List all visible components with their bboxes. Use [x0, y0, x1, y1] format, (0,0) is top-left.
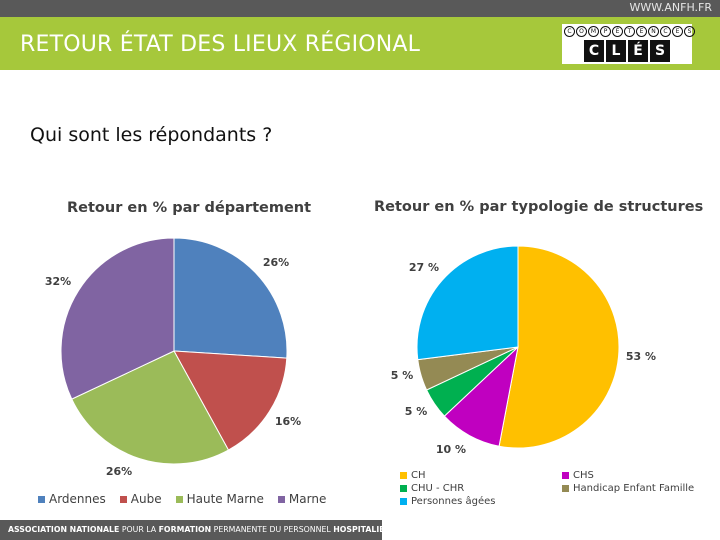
legend-label: Aube: [130, 492, 162, 506]
data-label: 32%: [45, 275, 71, 288]
chart2-legend: CH CHS CHU - CHR Handicap Enfant Famille Per…: [400, 470, 720, 507]
legend-swatch: [175, 495, 183, 503]
chart2-title: Retour en % par typologie de structures: [374, 199, 704, 215]
legend-label: Personnes âgées: [411, 496, 496, 507]
legend-item: Ardennes: [38, 492, 106, 506]
logo-letter: P: [600, 26, 611, 37]
footer-part-3: FORMATION: [158, 525, 212, 534]
legend-item: Handicap Enfant Famille: [562, 483, 720, 494]
legend-swatch: [119, 495, 127, 503]
pie-charts: 26% 16% 26% 32% 53 % 10 % 5 % 5 % 27 %: [45, 237, 656, 478]
logo-letter: S: [650, 40, 670, 62]
data-label: 26%: [263, 256, 289, 269]
legend-swatch: [400, 485, 407, 492]
pie-slice: [498, 245, 620, 449]
legend-label: Handicap Enfant Famille: [573, 483, 695, 494]
legend-swatch: [277, 495, 285, 503]
pie-slice: [416, 245, 519, 361]
footer-part-2: POUR LA: [119, 525, 159, 534]
data-label: 16%: [275, 415, 301, 428]
site-url: WWW.ANFH.FR: [629, 1, 713, 14]
legend-label: CHS: [573, 470, 594, 481]
logo-letter: M: [588, 26, 599, 37]
legend-item: CH: [400, 470, 562, 481]
data-label: 26%: [106, 465, 132, 478]
data-label: 10 %: [436, 443, 466, 456]
slide-title: RETOUR ÉTAT DES LIEUX RÉGIONAL: [20, 32, 421, 57]
legend-item: Aube: [119, 492, 162, 506]
pie-slice: [173, 237, 288, 359]
legend-label: Haute Marne: [186, 492, 264, 506]
legend-label: CHU - CHR: [411, 483, 465, 494]
top-bar: WWW.ANFH.FR: [0, 0, 720, 17]
footer-part-5: HOSPITALIER: [333, 525, 391, 534]
data-label: 5 %: [405, 405, 428, 418]
chart1-title: Retour en % par département: [67, 200, 312, 216]
legend-swatch: [400, 498, 407, 505]
legend-swatch: [38, 495, 45, 503]
legend-swatch: [562, 485, 569, 492]
data-label: 5 %: [391, 369, 414, 382]
pie-slice: [71, 350, 230, 465]
legend-item: Marne: [277, 492, 327, 506]
logo-letter: C: [584, 40, 604, 62]
data-label: 53 %: [626, 350, 656, 363]
pie-slice: [173, 350, 288, 451]
legend-label: CH: [411, 470, 426, 481]
logo-letter: T: [624, 26, 635, 37]
footer-bar: ASSOCIATION NATIONALE POUR LA FORMATION …: [0, 520, 391, 540]
logo-letter: C: [660, 26, 671, 37]
logo-letter: É: [612, 26, 623, 37]
footer-part-1: ASSOCIATION NATIONALE: [8, 525, 120, 534]
legend-item: Haute Marne: [175, 492, 264, 506]
legend-swatch: [562, 472, 569, 479]
logo-letter: S: [684, 26, 695, 37]
data-label: 27 %: [409, 261, 439, 274]
pie-slice: [60, 237, 175, 400]
legend-item: Personnes âgées: [400, 496, 562, 507]
slide-subtitle: Qui sont les répondants ?: [30, 124, 273, 146]
legend-item: CHS: [562, 470, 720, 481]
logo-letter: L: [606, 40, 626, 62]
logo-letter: É: [628, 40, 648, 62]
logo-letter: N: [648, 26, 659, 37]
logo-letter: E: [636, 26, 647, 37]
legend-swatch: [400, 472, 407, 479]
chart1-legend: Ardennes Aube Haute Marne Marne: [38, 492, 326, 506]
legend-label: Marne: [288, 492, 327, 506]
footer-part-4: PERMANENTE DU PERSONNEL: [211, 525, 334, 534]
legend-label: Ardennes: [49, 492, 106, 506]
logo-letter: C: [564, 26, 575, 37]
legend-item: CHU - CHR: [400, 483, 562, 494]
logo-letter: E: [672, 26, 683, 37]
logo-letter: O: [576, 26, 587, 37]
